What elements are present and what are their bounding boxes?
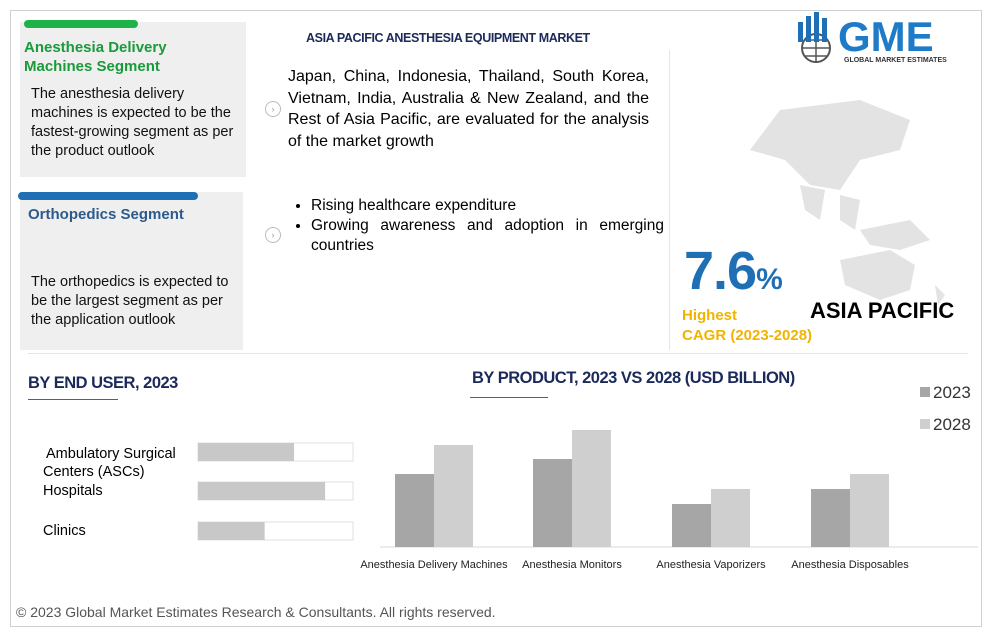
x-tick-label: Anesthesia Vaporizers bbox=[656, 559, 766, 571]
x-tick-label: Anesthesia Monitors bbox=[522, 559, 622, 571]
footer: © 2023 Global Market Estimates Research … bbox=[16, 604, 496, 620]
chart-title: BY PRODUCT, 2023 VS 2028 (USD BILLION) bbox=[472, 369, 795, 387]
bar bbox=[533, 459, 572, 547]
legend-label: 2028 bbox=[933, 415, 971, 434]
driver-item: Rising healthcare expenditure bbox=[311, 196, 664, 216]
driver-item: Growing awareness and adoption in emergi… bbox=[311, 216, 664, 256]
logo-tagline: GLOBAL MARKET ESTIMATES bbox=[844, 57, 947, 64]
legend-swatch bbox=[920, 419, 930, 429]
arrow-icon: › bbox=[265, 227, 281, 243]
arrow-icon: › bbox=[265, 101, 281, 117]
logo-bar bbox=[822, 18, 827, 42]
map-shape bbox=[935, 285, 945, 305]
globe-lines bbox=[802, 34, 830, 62]
cagr-label: Highest bbox=[682, 307, 738, 324]
category-label: Ambulatory Surgical Centers (ASCs) bbox=[43, 446, 176, 480]
category-label: Clinics bbox=[43, 523, 86, 539]
cagr-number: 7.6 bbox=[684, 241, 757, 301]
logo-bar bbox=[806, 16, 811, 42]
title-underline bbox=[28, 399, 118, 400]
x-tick-label: Anesthesia Disposables bbox=[791, 559, 909, 571]
segment-card bbox=[20, 22, 246, 177]
accent-bar bbox=[18, 192, 198, 200]
map-shape bbox=[750, 100, 910, 190]
countries-text: Japan, China, Indonesia, Thailand, South… bbox=[288, 68, 649, 150]
bar bbox=[711, 489, 750, 547]
bar bbox=[572, 430, 611, 547]
divider bbox=[28, 353, 968, 354]
map-shape bbox=[840, 250, 915, 300]
divider bbox=[669, 50, 670, 350]
legend-label: 2023 bbox=[933, 383, 971, 402]
logo-name: GME bbox=[838, 13, 934, 60]
bar bbox=[395, 474, 434, 547]
chart-title: BY END USER, 2023 bbox=[28, 374, 178, 392]
segment-title: Anesthesia Delivery Machines Segment bbox=[24, 39, 167, 75]
bar bbox=[811, 489, 850, 547]
bar bbox=[198, 443, 295, 461]
cagr-unit: % bbox=[756, 263, 783, 296]
segment-title: Orthopedics Segment bbox=[28, 206, 184, 223]
bar bbox=[434, 445, 473, 547]
segment-text: The orthopedics is expected to be the la… bbox=[31, 274, 229, 328]
bar bbox=[672, 504, 711, 547]
driver-list: Rising healthcare expenditureGrowing awa… bbox=[282, 196, 664, 256]
segment-card bbox=[20, 192, 243, 350]
region-label: ASIA PACIFIC bbox=[810, 298, 955, 323]
cagr-value: 7.6% bbox=[684, 240, 783, 302]
frame bbox=[10, 10, 982, 627]
cagr-period: CAGR (2023-2028) bbox=[682, 327, 813, 344]
x-tick-label: Anesthesia Delivery Machines bbox=[360, 559, 508, 571]
bar bbox=[198, 522, 265, 540]
header-title: ASIA PACIFIC ANESTHESIA EQUIPMENT MARKET bbox=[306, 31, 590, 45]
category-label: Hospitals bbox=[43, 483, 103, 499]
logo-bar bbox=[814, 12, 819, 42]
title-underline bbox=[470, 397, 548, 398]
bar bbox=[198, 482, 326, 500]
map-shape bbox=[800, 185, 860, 230]
logo: GME GLOBAL MARKET ESTIMATES bbox=[798, 12, 947, 64]
map bbox=[750, 100, 945, 305]
map-shape bbox=[860, 220, 930, 250]
bar bbox=[850, 474, 889, 547]
accent-bar bbox=[24, 20, 138, 28]
legend-swatch bbox=[920, 387, 930, 397]
segment-text: The anesthesia delivery machines is expe… bbox=[31, 86, 234, 159]
logo-bar bbox=[798, 22, 803, 42]
